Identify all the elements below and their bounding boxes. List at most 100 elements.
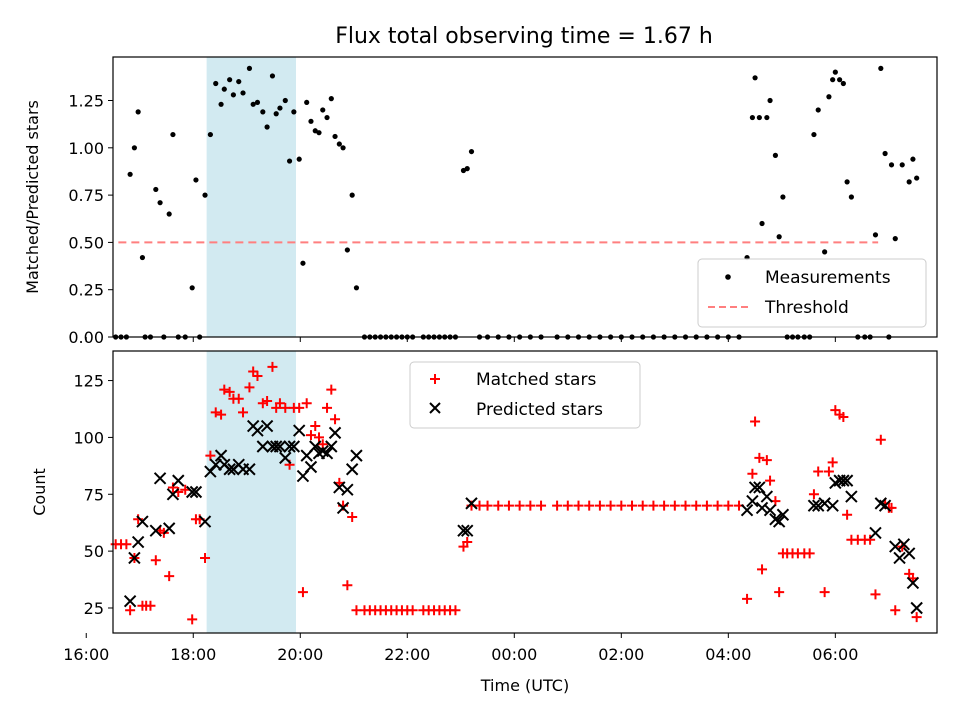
matched-star-point [712, 500, 723, 511]
measurement-point [218, 101, 224, 107]
legend-threshold-label: Threshold [764, 298, 849, 318]
matched-star-point [125, 605, 136, 616]
y-tick-label: 25 [84, 599, 104, 618]
measurement-point [349, 192, 355, 198]
predicted-star-point [818, 497, 831, 510]
matched-star-point [659, 500, 670, 511]
measurement-point [308, 118, 314, 124]
matched-star-point [573, 500, 584, 511]
matched-star-point [330, 414, 341, 425]
predicted-star-point [461, 524, 474, 537]
x-tick-label: 20:00 [277, 645, 323, 664]
matched-star-point [150, 555, 161, 566]
measurement-point [759, 220, 765, 227]
matched-star-point [164, 571, 175, 582]
measurement-point [264, 124, 270, 130]
measurement-point [170, 131, 176, 138]
measurement-point [822, 249, 828, 255]
matched-star-point [562, 500, 573, 511]
measurement-point [772, 152, 779, 158]
predicted-star-point [840, 474, 854, 487]
predicted-star-point [279, 451, 292, 465]
matched-star-point [210, 407, 221, 418]
matched-star-point [648, 500, 659, 511]
predicted-star-point [776, 508, 790, 521]
measurement-point [353, 285, 360, 291]
top-x-ticks [85, 337, 836, 342]
measurement-point [906, 179, 912, 185]
matched-star-point [200, 552, 211, 563]
matched-star-point [342, 580, 353, 591]
predicted-star-point [893, 551, 906, 565]
measurement-point [269, 73, 276, 79]
measurement-point [230, 92, 236, 98]
measurement-point [832, 69, 838, 75]
measurement-point [837, 77, 843, 83]
matched-star-point [616, 500, 627, 511]
predicted-star-point [341, 483, 354, 496]
predicted-star-point [328, 426, 342, 440]
matched-star-point [326, 384, 337, 395]
predicted-star-point [153, 472, 167, 485]
measurement-point [780, 194, 786, 200]
predicted-star-point [807, 499, 821, 512]
predicted-star-point [878, 499, 892, 512]
matched-star-point [317, 439, 328, 450]
matched-star-point [594, 500, 605, 511]
predicted-star-point [457, 524, 470, 537]
measurement-point [236, 78, 242, 85]
measurement-point [826, 94, 832, 100]
measurement-point [899, 162, 905, 168]
measurement-point [189, 285, 195, 291]
measurement-point [888, 162, 895, 168]
matched-star-point [765, 475, 776, 486]
matched-star-point [301, 398, 312, 409]
x-tick-label: 06:00 [812, 645, 858, 664]
y-tick-label: 100 [73, 428, 104, 447]
predicted-star-point [336, 501, 350, 515]
measurement-point [282, 97, 288, 104]
measurement-point [273, 111, 279, 117]
x-tick-label: 04:00 [705, 645, 751, 664]
predicted-star-point [465, 497, 478, 510]
x-tick-label: 22:00 [384, 645, 430, 664]
matched-star-point [205, 450, 216, 461]
measurement-point [892, 236, 898, 242]
predicted-star-point [304, 460, 318, 474]
matched-star-point [305, 430, 316, 441]
measurement-point [202, 192, 208, 198]
measurement-point [328, 96, 334, 102]
measurement-point [756, 114, 762, 121]
matched-star-point [742, 593, 753, 604]
matched-star-point [493, 500, 504, 511]
y-tick-label: 0.50 [68, 233, 104, 252]
measurement-point [286, 158, 293, 164]
matched-star-point [750, 416, 761, 427]
measurement-point [316, 130, 322, 136]
matched-star-point [219, 384, 230, 395]
matched-star-point [813, 466, 824, 477]
measurement-point [153, 186, 159, 193]
y-tick-label: 125 [73, 372, 104, 391]
matched-star-point [216, 409, 227, 420]
predicted-star-point [136, 515, 149, 528]
predicted-star-point [185, 485, 199, 499]
top-plot-area [113, 57, 920, 340]
predicted-star-point [763, 503, 777, 517]
predicted-star-point [287, 440, 301, 453]
matched-star-point [294, 402, 305, 413]
measurement-point [468, 148, 475, 155]
predicted-star-point [123, 594, 137, 608]
predicted-star-point [345, 463, 359, 476]
measurement-point [767, 97, 773, 104]
measurement-point [320, 107, 326, 113]
matched-star-point [314, 432, 324, 443]
predicted-star-point [845, 490, 858, 503]
highlight-span [206, 57, 296, 337]
matched-star-point [890, 605, 901, 616]
measurement-point [336, 141, 342, 147]
x-tick-label: 16:00 [63, 645, 109, 664]
predicted-star-point [740, 503, 754, 517]
